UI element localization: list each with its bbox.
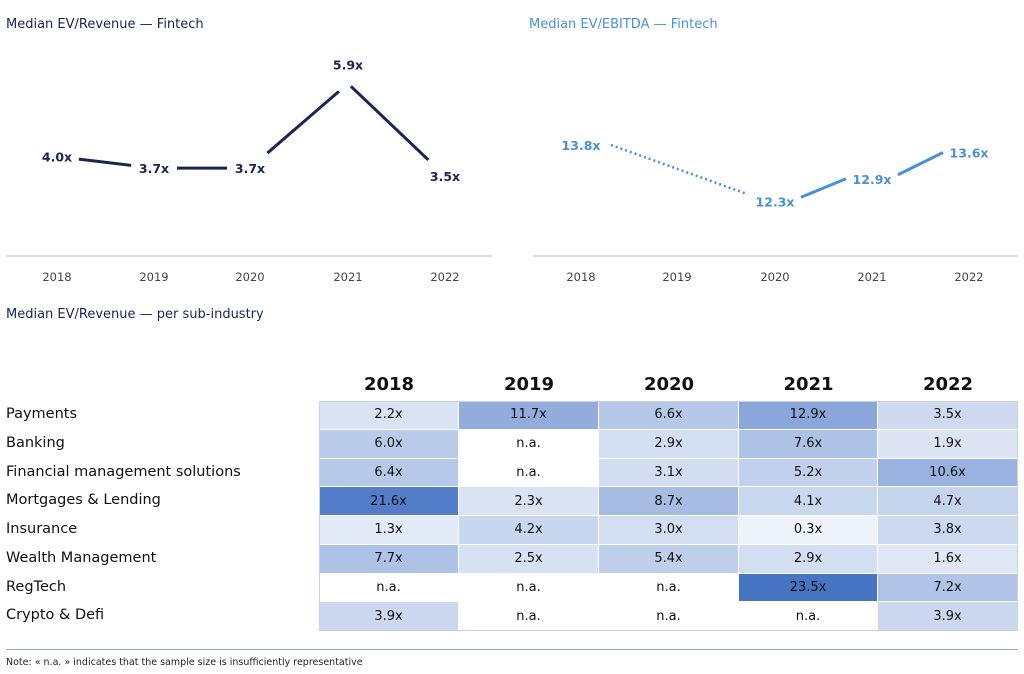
x-tick-label-2022: 2022: [430, 270, 459, 284]
x-tick-label-2018: 2018: [566, 270, 595, 284]
x-tick-label-2021: 2021: [333, 270, 362, 284]
heatmap-cell: 6.4x: [319, 458, 459, 488]
heatmap-cell: 4.2x: [459, 516, 599, 545]
row-label: Financial management solutions: [6, 463, 241, 480]
x-tick-label-2021: 2021: [857, 270, 886, 284]
x-tick-label-2020: 2020: [235, 270, 264, 284]
heatmap-cell: n.a.: [319, 573, 459, 603]
heatmap-cell: 1.9x: [878, 429, 1018, 459]
x-tick-label-2018: 2018: [42, 270, 71, 284]
data-label-2019: 3.7x: [139, 161, 169, 176]
data-label-2018: 13.8x: [562, 138, 601, 153]
heatmap-cell: 2.3x: [459, 487, 599, 516]
heatmap-cell: 6.0x: [319, 429, 459, 459]
footer-divider: [6, 649, 1018, 650]
data-label-2018: 4.0x: [42, 150, 72, 165]
heatmap-cell: 8.7x: [599, 487, 739, 516]
heatmap-cell: 0.3x: [739, 516, 878, 545]
heatmap-cell: n.a.: [739, 602, 878, 631]
row-label: Mortgages & Lending: [6, 492, 161, 509]
heatmap-cell: 1.6x: [878, 544, 1018, 574]
heatmap-cell: 21.6x: [319, 487, 459, 516]
x-tick-label-2022: 2022: [954, 270, 983, 284]
heatmap-cell: 2.9x: [739, 544, 878, 574]
heatmap-cell: 3.9x: [319, 602, 459, 631]
data-label-2022: 13.6x: [950, 146, 989, 161]
row-label: Banking: [6, 434, 65, 451]
heatmap-cell: 3.9x: [878, 602, 1018, 631]
heatmap-cell: 11.7x: [459, 401, 599, 430]
footnote: Note: « n.a. » indicates that the sample…: [6, 657, 363, 668]
column-header-2019: 2019: [503, 374, 555, 395]
heatmap-cell: 5.2x: [739, 458, 878, 488]
heatmap-cell: n.a.: [599, 573, 739, 603]
heatmap-cell: 4.7x: [878, 487, 1018, 516]
series-segment-2021-2022: [349, 85, 430, 162]
x-tick-label-2020: 2020: [760, 270, 789, 284]
column-header-2022: 2022: [922, 374, 974, 395]
heatmap-cell: 7.7x: [319, 544, 459, 574]
heatmap-cell: 23.5x: [739, 573, 878, 603]
heatmap-cell: n.a.: [459, 458, 599, 488]
heatmap-cell: 5.4x: [599, 544, 739, 574]
column-header-2018: 2018: [363, 374, 415, 395]
row-label: Crypto & Defi: [6, 607, 105, 624]
x-tick-label-2019: 2019: [662, 270, 691, 284]
heatmap-cell: n.a.: [459, 429, 599, 459]
heatmap-cell: 2.2x: [319, 401, 459, 430]
heatmap-cell: n.a.: [459, 573, 599, 603]
heatmap-cell: 6.6x: [599, 401, 739, 430]
series-segment-2018-2019: [78, 157, 132, 167]
ev-revenue-chart-title: Median EV/Revenue — Fintech: [6, 17, 204, 32]
heatmap-cell: 4.1x: [739, 487, 878, 516]
data-label-2021: 5.9x: [333, 58, 363, 73]
heatmap-cell: 3.5x: [878, 401, 1018, 430]
column-header-2021: 2021: [783, 374, 834, 395]
x-tick-label-2019: 2019: [139, 270, 168, 284]
data-label-2020: 3.7x: [235, 161, 265, 176]
row-label: Insurance: [6, 521, 78, 537]
series-segment-2020-2021: [800, 177, 847, 199]
heatmap-cell: 1.3x: [319, 516, 459, 545]
row-label: Payments: [6, 406, 78, 422]
line-charts: 2018 2019 2020 2021 2022 4.0x 3.7x 3.7x 5.9x 3.5x…: [6, 58, 1018, 284]
heatmap-cell: n.a.: [599, 602, 739, 631]
heatmap-cell: 7.6x: [739, 429, 878, 459]
series-segment-2020-2021: [266, 90, 340, 155]
heatmap-cell: 10.6x: [878, 458, 1018, 488]
heatmap-cell: n.a.: [459, 602, 599, 631]
data-label-2020: 12.3x: [756, 194, 795, 209]
row-label: RegTech: [6, 578, 67, 595]
series-segment-2021-2022: [897, 151, 944, 177]
heatmap-cell: 12.9x: [739, 401, 878, 430]
heatmap-cell: 2.5x: [459, 544, 599, 574]
data-label-2021: 12.9x: [853, 172, 892, 187]
heatmap-cell: 3.8x: [878, 516, 1018, 545]
row-label: Wealth Management: [6, 549, 157, 566]
heatmap-cell: 3.1x: [599, 458, 739, 488]
series-dotted-segment-2018-2020: [610, 143, 746, 195]
heatmap-cell: 3.0x: [599, 516, 739, 545]
heatmap-cell: 7.2x: [878, 573, 1018, 603]
data-label-2022: 3.5x: [430, 169, 460, 184]
column-header-2020: 2020: [643, 374, 695, 395]
sub-industry-table-title: Median EV/Revenue — per sub-industry: [6, 307, 264, 322]
ev-ebitda-chart-title: Median EV/EBITDA — Fintech: [529, 17, 718, 32]
heatmap-cell: 2.9x: [599, 429, 739, 459]
